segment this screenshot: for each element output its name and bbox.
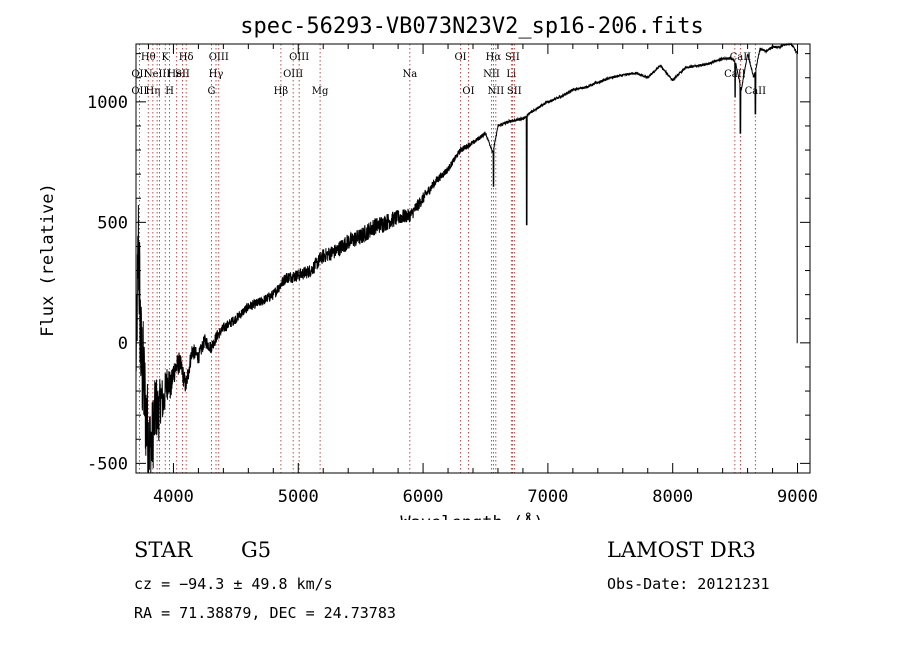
y-tick-label-3: 1000	[87, 93, 128, 113]
object-subclass: G5	[241, 538, 272, 562]
object-class: STAR	[134, 538, 193, 562]
line-label-10-0: G	[208, 86, 216, 97]
spectrum-series	[135, 42, 798, 474]
line-label-19-0: OI	[462, 86, 474, 97]
x-axis: 4000 5000 6000 7000 8000 9000	[147, 44, 818, 507]
observation-date: Obs-Date: 20121231	[607, 575, 770, 593]
line-label-9-0: Hδ	[179, 52, 194, 63]
line-label-5-0: K	[161, 52, 169, 63]
x-axis-label: Wavelength (Å)	[400, 511, 543, 520]
line-label-2-0: Hη	[145, 86, 160, 97]
line-label-23-0: Li	[506, 69, 516, 80]
survey-name: LAMOST DR3	[607, 538, 756, 562]
spectral-line-markers: OIIOIIHθHηNeIIIKHHeISIIHδGHγOIIIHβOIIIOI…	[131, 44, 766, 473]
x-tick-label-2: 6000	[403, 487, 444, 507]
line-label-14-0: OIII	[283, 69, 303, 80]
chart-title: spec-56293-VB073N23V2_sp16-206.fits	[240, 14, 704, 39]
line-label-8-0: SII	[175, 69, 190, 80]
y-tick-label-0: -500	[87, 454, 128, 474]
line-label-7-0: HeI	[167, 69, 186, 80]
line-label-12-0: OIII	[209, 52, 229, 63]
line-label-0-1: OII	[131, 69, 147, 80]
line-label-13-0: Hβ	[274, 86, 289, 97]
line-label-18-0: OI	[454, 52, 466, 63]
spectrum-line	[135, 42, 798, 474]
y-axis: -500 0 500 1000	[87, 53, 810, 474]
line-label-21-0: Hα	[486, 52, 502, 63]
line-label-11-0: Hγ	[209, 69, 224, 80]
line-label-6-0: H	[165, 86, 174, 97]
line-label-17-0: Na	[402, 69, 417, 80]
y-tick-label-2: 500	[97, 213, 128, 233]
redshift-readout: cz = −94.3 ± 49.8 km/s	[134, 575, 333, 593]
line-label-24-0: SII	[505, 52, 520, 63]
line-label-15-0: OIII	[289, 52, 309, 63]
line-label-25-0: SII	[507, 86, 522, 97]
x-tick-label-1: 5000	[278, 487, 319, 507]
y-axis-label: Flux (relative)	[38, 183, 58, 337]
line-label-1-0: Hθ	[141, 52, 156, 63]
x-tick-label-3: 7000	[527, 487, 568, 507]
line-label-0-0: OII	[131, 86, 147, 97]
x-tick-label-4: 8000	[652, 487, 693, 507]
x-tick-label-0: 4000	[153, 487, 194, 507]
line-label-20-0: NII	[483, 69, 500, 80]
line-label-16-0: Mg	[312, 86, 329, 97]
spectrum-chart: spec-56293-VB073N23V2_sp16-206.fits OII O…	[38, 14, 818, 520]
line-label-27-0: CaII	[730, 52, 752, 63]
line-label-22-0: NII	[488, 86, 505, 97]
y-tick-label-1: 0	[118, 334, 128, 354]
coordinates-readout: RA = 71.38879, DEC = 24.73783	[134, 604, 396, 622]
x-tick-label-5: 9000	[777, 487, 818, 507]
line-label-3-0: NeIII	[144, 69, 171, 80]
plot-frame	[135, 43, 811, 474]
